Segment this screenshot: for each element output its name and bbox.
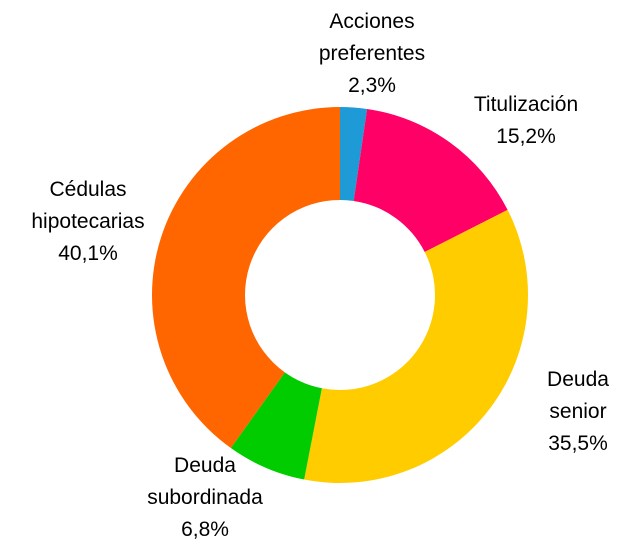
category-name: Acciones preferentes	[318, 10, 426, 65]
value-label: 2,3%	[348, 74, 396, 97]
value-label: 6,8%	[181, 518, 229, 541]
category-name: Cédulas hipotecarias	[31, 178, 145, 233]
slice-label: Deuda senior 35,5%	[533, 364, 621, 460]
donut-slice	[152, 107, 340, 449]
donut-slice	[230, 372, 322, 480]
slice-label: Acciones preferentes 2,3%	[302, 6, 442, 102]
value-label: 15,2%	[496, 125, 556, 148]
category-name: Titulización	[473, 93, 579, 116]
slice-label: Deuda subordinada 6,8%	[135, 450, 275, 546]
category-name: Deuda subordinada	[147, 454, 263, 509]
donut-slice	[353, 108, 508, 252]
donut-slice	[340, 107, 368, 201]
slice-label: Cédulas hipotecarias 40,1%	[13, 174, 163, 270]
value-label: 35,5%	[548, 432, 608, 455]
category-name: Deuda senior	[547, 368, 609, 423]
slice-label: Titulización 15,2%	[441, 89, 611, 153]
donut-slice	[304, 209, 528, 483]
value-label: 40,1%	[58, 242, 118, 265]
